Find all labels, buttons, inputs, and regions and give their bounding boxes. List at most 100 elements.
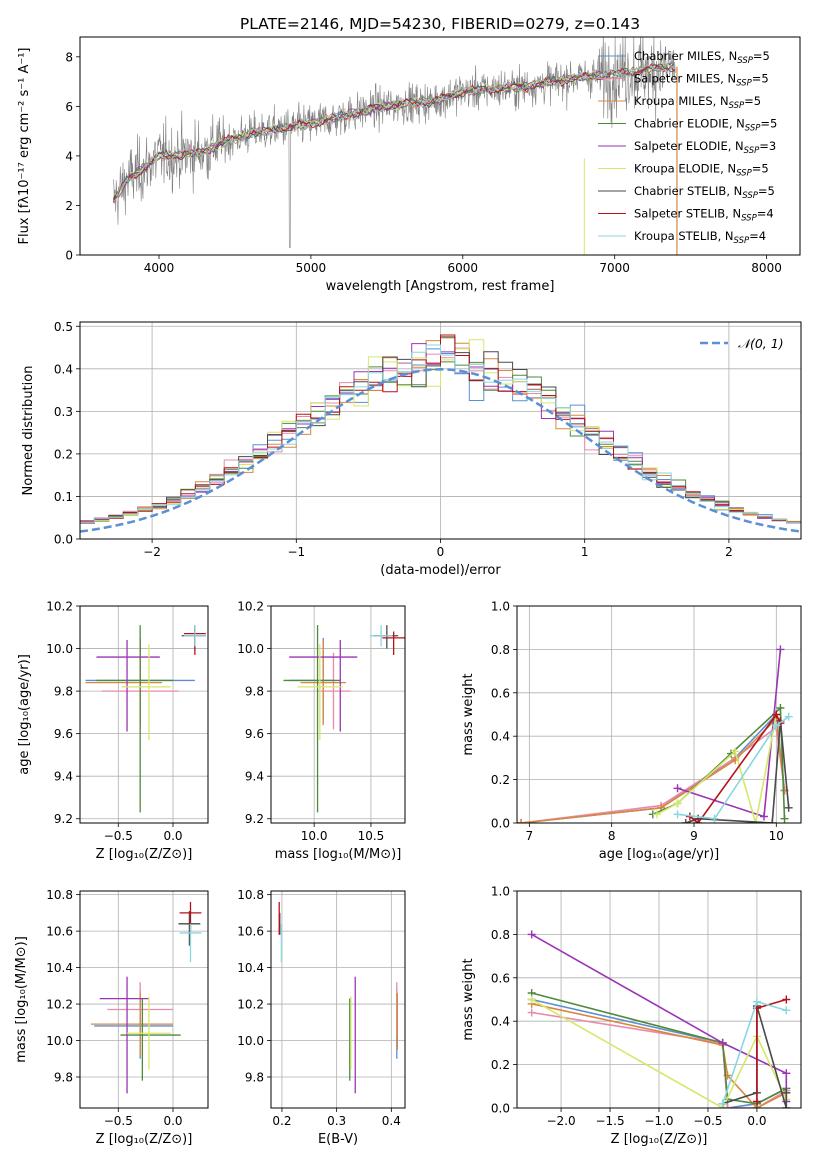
x-tick-label: 6000 [448, 261, 479, 275]
x-tick-label: −2.0 [546, 1114, 575, 1128]
x-tick-label: 9 [690, 829, 698, 843]
y-tick-label: 0.0 [491, 1102, 510, 1116]
weight-point [759, 812, 768, 821]
x-axis-label: Z [log₁₀(Z/Z⊙)] [611, 1132, 708, 1147]
axes-frame [79, 321, 802, 540]
y-tick-label: 0.2 [491, 773, 510, 787]
x-tick-label: 0 [437, 545, 445, 559]
x-tick-label: 2 [725, 545, 733, 559]
y-axis-label: Normed distribution [21, 366, 36, 496]
panel-weight-vs-age: 7 8 9 10 0.0 0.2 0.4 0.6 0.8 1.0 age [log₁₀(age/yr… [461, 600, 802, 862]
y-tick-label: 10.4 [46, 961, 73, 975]
y-tick-label: 0.0 [54, 533, 73, 547]
weight-point [782, 1006, 791, 1015]
weight-point [673, 799, 682, 808]
legend: Chabrier MILES, NSSP=5 Salpeter MILES, NS… [598, 49, 777, 246]
y-tick-label: 10.2 [237, 998, 264, 1012]
y-tick-label: 10.2 [237, 600, 264, 614]
panel-mass-vs-Z: −0.5 0.0 9.8 10.0 10.2 10.4 10.6 10.8 Z [log₁₀(Z… [14, 888, 209, 1147]
weight-point [527, 1008, 536, 1017]
weight-point [752, 1097, 761, 1106]
x-tick-label: −1 [287, 545, 305, 559]
weight-point [782, 995, 791, 1004]
plot-area [271, 891, 405, 1108]
x-tick-label: 7000 [599, 261, 630, 275]
plot-area [80, 891, 208, 1108]
legend-label: Kroupa MILES, NSSP=5 [634, 94, 761, 111]
y-tick-label: 0.5 [54, 320, 73, 334]
axes-frame [270, 890, 406, 1109]
plot-area [517, 891, 801, 1108]
x-tick-label: 8000 [751, 261, 782, 275]
x-tick-label: 10.5 [358, 829, 385, 843]
y-tick-label: 0.3 [54, 405, 73, 419]
weight-point [517, 819, 526, 823]
y-tick-label: 9.8 [245, 685, 264, 699]
y-tick-label: 10.0 [46, 642, 73, 656]
legend-label: Salpeter ELODIE, NSSP=3 [634, 139, 776, 156]
x-tick-label: 0.0 [163, 1114, 182, 1128]
y-tick-label: 9.4 [54, 770, 73, 784]
y-tick-label: 9.6 [54, 727, 73, 741]
y-tick-label: 9.4 [245, 770, 264, 784]
weight-point [782, 1069, 791, 1078]
y-tick-label: 8 [65, 50, 73, 64]
weight-point [694, 819, 703, 823]
weight-point [731, 747, 740, 756]
y-tick-label: 6 [65, 100, 73, 114]
legend-label: Chabrier ELODIE, NSSP=5 [634, 117, 777, 134]
weight-point [527, 930, 536, 939]
y-tick-label: 0.2 [491, 1058, 510, 1072]
y-tick-label: 10.6 [237, 925, 264, 939]
x-tick-label: 5000 [296, 261, 327, 275]
y-tick-label: 10.8 [237, 888, 264, 902]
y-tick-label: 10.0 [237, 642, 264, 656]
plot-area [517, 606, 801, 823]
x-axis-label: mass [log₁₀(M/M⊙)] [275, 847, 402, 862]
y-tick-label: 1.0 [491, 600, 510, 614]
x-axis-label: Z [log₁₀(Z/Z⊙)] [96, 1132, 193, 1147]
weight-point [673, 810, 682, 819]
weight-point [772, 710, 781, 719]
y-tick-label: 0.0 [491, 817, 510, 831]
weight-point [527, 995, 536, 1004]
normal-curve [80, 368, 801, 533]
weight-point [780, 814, 789, 823]
legend-label: Salpeter MILES, NSSP=5 [634, 72, 769, 89]
y-tick-label: 10.0 [46, 1034, 73, 1048]
x-tick-label: −0.5 [104, 829, 133, 843]
panel-residuals: −2 −1 0 1 2 0.0 0.1 0.2 0.3 0.4 0.5 (data-model)/er… [21, 320, 802, 578]
x-axis-label: Z [log₁₀(Z/Z⊙)] [96, 847, 193, 862]
weight-point [718, 1099, 727, 1108]
y-axis-label: mass [log₁₀(M/M⊙)] [14, 936, 29, 1063]
x-tick-label: −2 [143, 545, 161, 559]
weight-line-8 [677, 716, 790, 820]
x-tick-label: 0.2 [272, 1114, 291, 1128]
histogram-8 [80, 344, 801, 539]
plot-area [112, 37, 678, 255]
axes-frame [516, 605, 802, 824]
axes-frame [79, 36, 801, 256]
weight-line-4 [531, 933, 788, 1102]
axes-frame [79, 605, 209, 824]
y-tick-label: 0.8 [491, 643, 510, 657]
y-tick-label: 0.6 [491, 971, 510, 985]
legend-label: Chabrier STELIB, NSSP=5 [634, 184, 775, 201]
panel-spectrum: 4000 5000 6000 7000 8000 0 2 4 6 8 wavelength [Ang… [17, 36, 801, 294]
legend: 𝒩(0, 1) [700, 336, 784, 351]
panel-weight-vs-Z: −2.0 −1.5 −1.0 −0.5 0.0 0.0 0.2 0.4 0.6 0.8 1.0 Z [… [461, 885, 802, 1147]
legend-label: Salpeter STELIB, NSSP=4 [634, 207, 774, 224]
x-tick-label: −0.5 [104, 1114, 133, 1128]
y-axis-label: Flux [fλ10⁻¹⁷ erg cm⁻² s⁻¹ A⁻¹] [17, 48, 32, 245]
x-tick-label: 0.3 [327, 1114, 346, 1128]
axes-frame [516, 890, 802, 1109]
y-tick-label: 10.6 [46, 925, 73, 939]
panel-mass-vs-ebv: 0.2 0.3 0.4 9.8 10.0 10.2 10.4 10.6 10.8 E(B-V) [237, 888, 406, 1147]
y-tick-label: 9.2 [245, 812, 264, 826]
y-tick-label: 9.6 [245, 727, 264, 741]
y-tick-label: 9.2 [54, 812, 73, 826]
weight-point [652, 810, 661, 819]
y-tick-label: 9.8 [54, 1071, 73, 1085]
